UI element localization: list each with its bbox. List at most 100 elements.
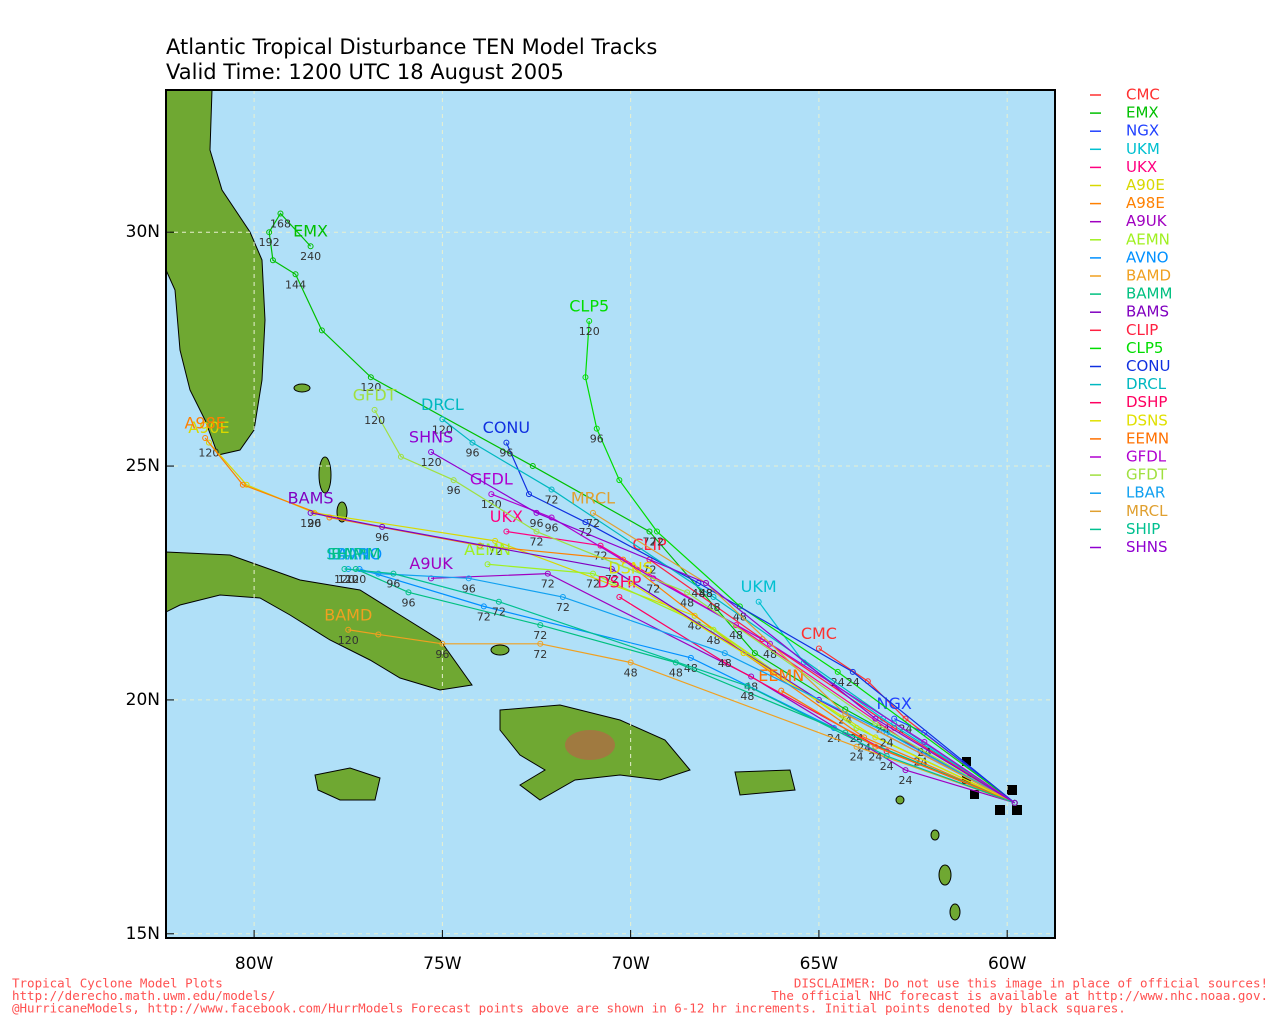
track-point — [465, 575, 472, 582]
track-label: UKX — [490, 507, 523, 526]
track-label: DRCL — [421, 395, 464, 414]
legend-entry: CMC — [1126, 86, 1160, 104]
track-point — [616, 594, 623, 601]
forecast-hour: 72 — [533, 629, 547, 642]
footer-text: @HurricaneModels, http://www.facebook.co… — [12, 1001, 1126, 1016]
forecast-hour: 96 — [465, 447, 479, 460]
legend-entry: GFDT — [1126, 466, 1168, 484]
track-line — [442, 418, 1016, 804]
forecast-hour: 72 — [492, 606, 506, 619]
track-point — [650, 575, 657, 582]
track-point — [529, 463, 536, 470]
track-point — [269, 257, 276, 264]
track-point — [872, 743, 879, 750]
footer-text: DISCLAIMER: Do not use this image in pla… — [794, 976, 1268, 991]
legend-entry: AEMN — [1126, 230, 1170, 248]
track-point — [307, 509, 314, 516]
track-point — [815, 645, 822, 652]
y-tick-label: 25N — [126, 456, 160, 476]
forecast-hour: 96 — [545, 522, 559, 535]
forecast-hour: 120 — [338, 634, 359, 647]
track-point — [371, 406, 378, 413]
track-point — [740, 650, 747, 657]
track-point — [778, 687, 785, 694]
track-point — [266, 229, 273, 236]
track-point — [503, 528, 510, 535]
forecast-hour: 96 — [435, 648, 449, 661]
track-point — [842, 710, 849, 717]
legend-entry: SHIP — [1126, 520, 1160, 538]
forecast-hour: 120 — [334, 573, 355, 586]
y-tick-label: 30N — [126, 222, 160, 242]
forecast-hour: 48 — [669, 667, 683, 680]
forecast-hour: 72 — [545, 493, 559, 506]
track-point — [537, 640, 544, 647]
track-label: EMX — [293, 222, 328, 241]
legend-entry: A9UK — [1126, 212, 1168, 230]
subtitle: Valid Time: 1200 UTC 18 August 2005 — [166, 60, 564, 84]
track-label: A9UK — [409, 554, 453, 573]
forecast-hour: 48 — [680, 596, 694, 609]
forecast-hour: 96 — [375, 531, 389, 544]
legend-entry: LBAR — [1126, 484, 1165, 502]
x-tick-label: 75W — [423, 954, 462, 974]
forecast-hour: 48 — [718, 657, 732, 670]
track-point — [834, 668, 841, 675]
track-point — [744, 682, 751, 689]
ocean — [166, 90, 1055, 938]
forecast-hour: 72 — [605, 573, 619, 586]
track-point — [352, 565, 359, 572]
track-point — [484, 561, 491, 568]
track-line — [204, 437, 1015, 804]
forecast-hour: 48 — [699, 587, 713, 600]
track-point — [710, 594, 717, 601]
legend-entry: EMX — [1126, 104, 1159, 122]
legend-entry: A90E — [1126, 176, 1165, 194]
track-point — [616, 477, 623, 484]
track-point — [691, 612, 698, 619]
track-label: GFDL — [470, 470, 513, 489]
track-point — [390, 570, 397, 577]
track-point — [751, 650, 758, 657]
forecast-hour: 48 — [699, 587, 713, 600]
track-point — [627, 659, 634, 666]
track-line — [430, 451, 1016, 804]
forecast-hour: 120 — [364, 414, 385, 427]
track-point — [589, 570, 596, 577]
forecast-hour: 72 — [646, 582, 660, 595]
forecast-hour: 72 — [541, 578, 555, 591]
forecast-hour: 72 — [533, 648, 547, 661]
legend-entry: EEMN — [1126, 429, 1169, 447]
track-point — [405, 589, 412, 596]
track-point — [921, 739, 928, 746]
track-point — [902, 767, 909, 774]
track-point — [375, 631, 382, 638]
track-point — [721, 659, 728, 666]
track-point — [533, 509, 540, 516]
legend-entry: DRCL — [1126, 375, 1167, 393]
y-tick-label: 15N — [126, 924, 160, 944]
track-line — [592, 512, 1015, 804]
track-point — [654, 528, 661, 535]
track-line — [584, 321, 1016, 804]
track-point — [620, 556, 627, 563]
forecast-hour: 72 — [477, 610, 491, 623]
legend-entry: NGX — [1126, 122, 1159, 140]
forecast-hour: 120 — [432, 423, 453, 436]
track-point — [495, 598, 502, 605]
forecast-hour: 120 — [300, 517, 321, 530]
track-point — [292, 271, 299, 278]
track-point — [559, 594, 566, 601]
legend-entry: UKX — [1126, 158, 1157, 176]
track-point — [702, 579, 709, 586]
track-label: BAMS — [288, 488, 334, 507]
forecast-hour: 96 — [590, 433, 604, 446]
track-point — [503, 439, 510, 446]
track-point — [721, 650, 728, 657]
track-label: BAMD — [324, 605, 372, 624]
forecast-hour: 96 — [447, 484, 461, 497]
track-point — [710, 626, 717, 633]
track-point — [537, 622, 544, 629]
forecast-hour: 96 — [307, 517, 321, 530]
forecast-hour: 120 — [579, 325, 600, 338]
